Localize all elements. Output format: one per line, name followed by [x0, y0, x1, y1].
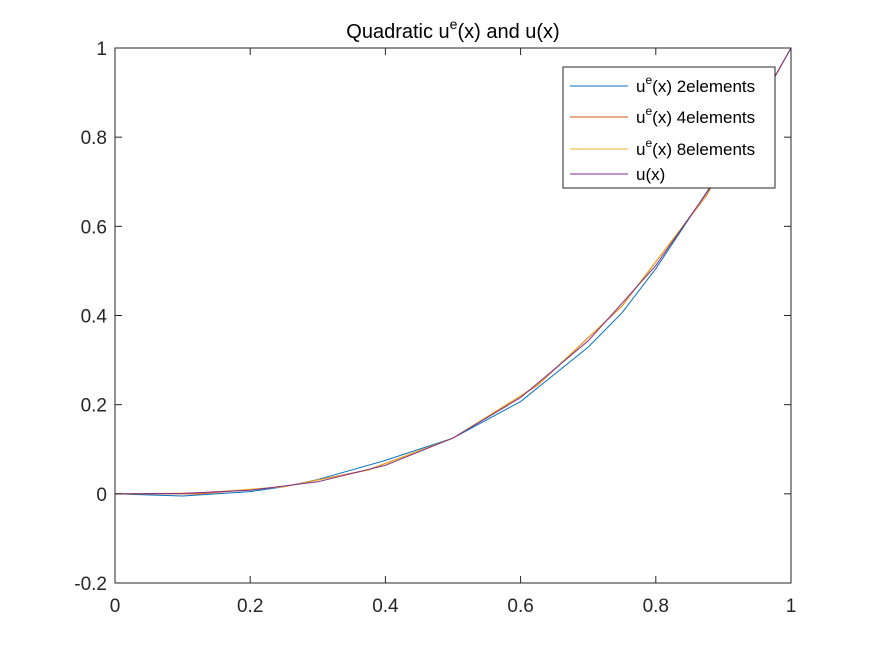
legend-label-2: ue(x) 4elements	[636, 104, 755, 127]
x-tick-label: 0.8	[643, 596, 669, 617]
series-line-4	[114, 47, 792, 495]
series-layer	[114, 47, 792, 497]
axes-layer: 0 0.2 0.4 0.6 0.8 1-0.200.20.40.60.81	[74, 39, 796, 617]
y-tick-label: 0.6	[81, 217, 107, 238]
legend-label-1: ue(x) 2elements	[636, 73, 755, 96]
y-tick-label: 0.2	[81, 396, 107, 417]
y-tick-label: 0	[96, 485, 107, 506]
y-tick-label: 0.4	[81, 307, 108, 328]
legend: ue(x) 2elements ue(x) 4elements ue(x) 8ele…	[562, 66, 776, 189]
legend-label-4: u(x)	[636, 165, 665, 184]
y-tick-label: 0.8	[81, 128, 107, 149]
y-tick-label: 1	[96, 39, 107, 60]
x-tick-label: 0	[110, 596, 121, 617]
x-tick-label: 0.4	[372, 596, 399, 617]
x-tick-label: 0.2	[237, 596, 263, 617]
legend-box	[562, 66, 776, 189]
x-tick-label: 0.6	[507, 596, 533, 617]
legend-label-3: ue(x) 8elements	[636, 136, 755, 159]
chart-title: Quadratic ue(x) and u(x)	[346, 16, 559, 43]
x-tick-label: 1	[786, 596, 797, 617]
y-tick-label: -0.2	[74, 574, 107, 595]
